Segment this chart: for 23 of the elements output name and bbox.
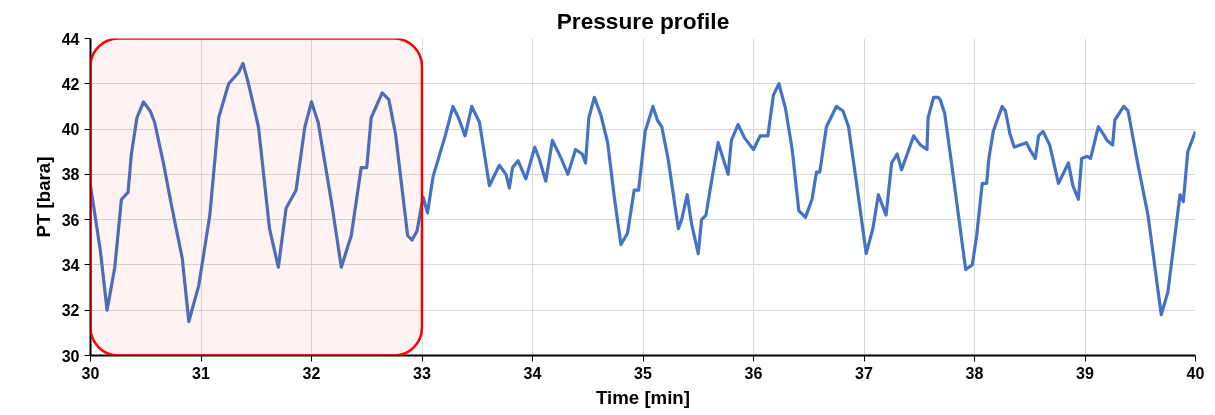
x-tick-label: 34 xyxy=(523,364,542,382)
y-tick-label: 44 xyxy=(61,30,80,48)
x-tick-label: 35 xyxy=(634,364,652,382)
x-tick-label: 39 xyxy=(1076,364,1094,382)
x-tick-label: 38 xyxy=(965,364,984,382)
chart-title: Pressure profile xyxy=(556,7,730,34)
x-tick-label: 32 xyxy=(302,364,321,382)
y-tick-label: 40 xyxy=(61,121,80,139)
x-tick-label: 33 xyxy=(413,364,431,382)
y-tick-label: 42 xyxy=(61,75,80,93)
y-tick-label: 34 xyxy=(61,256,80,274)
y-tick-label: 30 xyxy=(61,347,80,365)
line-series xyxy=(90,61,1196,324)
x-axis-title: Time [min] xyxy=(596,386,690,408)
x-tick-label: 36 xyxy=(744,364,763,382)
x-tick-label: 31 xyxy=(192,364,210,382)
x-tick-label: 30 xyxy=(81,364,100,382)
y-tick-label: 32 xyxy=(61,302,80,320)
y-tick-label: 36 xyxy=(61,211,80,229)
x-tick-label: 40 xyxy=(1186,364,1205,382)
y-tick-label: 38 xyxy=(61,166,80,184)
x-tick-label: 37 xyxy=(855,364,873,382)
y-axis-title: PT [bara] xyxy=(32,156,54,238)
